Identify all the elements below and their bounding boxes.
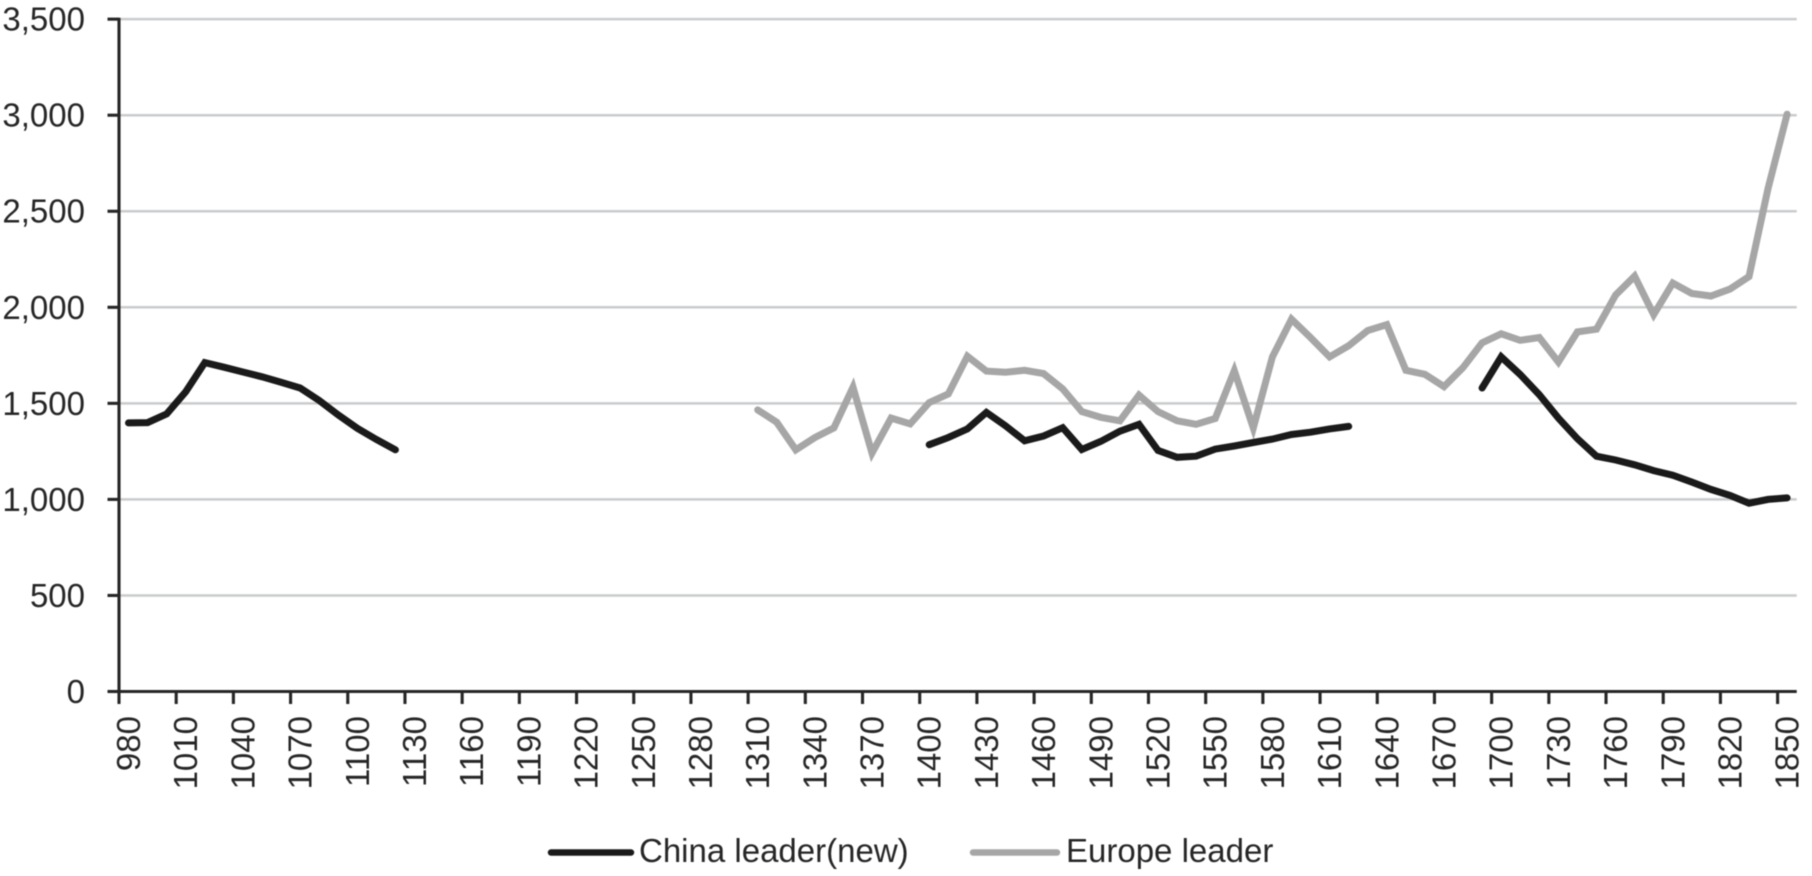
svg-text:1040: 1040 [224, 716, 261, 789]
svg-text:1010: 1010 [167, 716, 204, 789]
svg-text:1190: 1190 [510, 716, 547, 787]
svg-text:3,000: 3,000 [2, 97, 85, 134]
svg-text:1070: 1070 [282, 716, 319, 789]
svg-text:1250: 1250 [625, 716, 662, 789]
svg-text:1670: 1670 [1426, 716, 1463, 789]
svg-text:1850: 1850 [1769, 716, 1806, 789]
svg-text:1460: 1460 [1025, 716, 1062, 789]
svg-text:1130: 1130 [396, 716, 433, 787]
svg-text:1400: 1400 [911, 716, 948, 789]
svg-text:1490: 1490 [1082, 716, 1119, 789]
svg-text:1430: 1430 [968, 716, 1005, 789]
svg-text:1700: 1700 [1483, 716, 1520, 789]
svg-text:1,000: 1,000 [2, 481, 85, 518]
svg-text:1640: 1640 [1368, 716, 1405, 789]
svg-text:1610: 1610 [1311, 716, 1348, 789]
svg-text:Europe leader: Europe leader [1066, 832, 1273, 869]
svg-text:1730: 1730 [1540, 716, 1577, 789]
svg-text:1520: 1520 [1140, 716, 1177, 789]
svg-text:1220: 1220 [568, 716, 605, 789]
svg-text:2,000: 2,000 [2, 289, 85, 326]
svg-text:1370: 1370 [854, 716, 891, 789]
svg-text:China leader(new): China leader(new) [639, 832, 909, 869]
svg-text:1760: 1760 [1597, 716, 1634, 789]
svg-text:1340: 1340 [796, 716, 833, 789]
svg-text:1280: 1280 [682, 716, 719, 789]
svg-text:1790: 1790 [1654, 716, 1691, 789]
svg-text:2,500: 2,500 [2, 193, 85, 230]
svg-text:3,500: 3,500 [2, 1, 85, 38]
svg-text:1820: 1820 [1712, 716, 1749, 789]
svg-text:1,500: 1,500 [2, 385, 85, 422]
svg-text:1160: 1160 [453, 716, 490, 787]
svg-text:500: 500 [30, 577, 85, 614]
svg-text:0: 0 [67, 673, 85, 710]
svg-text:1310: 1310 [739, 716, 776, 789]
svg-text:1100: 1100 [339, 716, 376, 787]
svg-text:1580: 1580 [1254, 716, 1291, 789]
svg-text:1550: 1550 [1197, 716, 1234, 789]
svg-text:980: 980 [110, 716, 147, 771]
